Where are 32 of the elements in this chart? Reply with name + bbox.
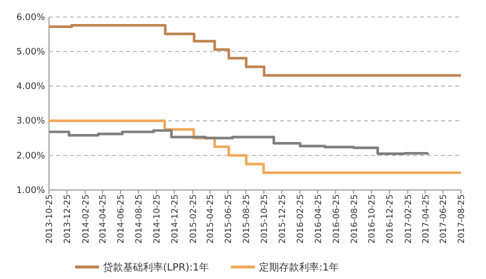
x-tick-label: 2015-02-25 [188,194,199,244]
x-tick-label: 2016-08-25 [350,194,360,244]
y-tick-label: 4.00% [16,82,46,92]
x-tick-label: 2017-06-25 [439,194,450,244]
x-tick-label: 2015-08-25 [242,194,252,244]
x-tick-label: 2016-12-25 [386,194,396,244]
y-tick-label: 3.00% [16,116,46,127]
x-tick-label: 2016-06-25 [332,194,342,244]
x-tick-label: 2014-06-25 [116,194,127,244]
x-tick-label: 2013-12-25 [63,194,74,244]
x-tick-label: 2014-08-25 [134,194,145,244]
y-tick-label: 5.00% [16,47,46,58]
x-tick-label: 2017-04-25 [421,194,432,244]
x-tick-label: 2017-02-25 [404,194,414,244]
y-tick-label: 2.00% [16,151,46,162]
x-tick-label: 2015-10-25 [260,194,270,244]
y-tick-label: 1.00% [16,186,46,196]
y-tick-label: 6.00% [16,12,46,23]
x-tick-label: 2016-04-25 [314,194,324,244]
x-tick-label: 2015-06-25 [224,194,234,244]
x-tick-label: 2015-04-25 [206,194,216,244]
x-tick-label: 2014-10-25 [152,194,163,244]
x-tick-label: 2015-12-25 [278,194,288,244]
x-tick-label: 2014-12-25 [170,194,181,244]
x-tick-label: 2014-04-25 [98,194,109,244]
x-tick-label: 2016-02-25 [296,194,306,244]
legend-label: 定期存款利率:1年 [259,262,339,274]
x-tick-label: 2013-10-25 [45,194,56,244]
x-tick-label: 2016-10-25 [368,194,378,244]
x-tick-label: 2014-02-25 [81,194,92,244]
legend-label: 贷款基础利率(LPR):1年 [103,262,210,274]
x-tick-label: 2017-08-25 [457,194,468,244]
